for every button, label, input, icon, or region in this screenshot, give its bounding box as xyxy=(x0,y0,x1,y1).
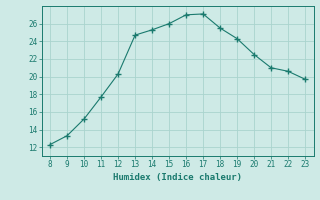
X-axis label: Humidex (Indice chaleur): Humidex (Indice chaleur) xyxy=(113,173,242,182)
